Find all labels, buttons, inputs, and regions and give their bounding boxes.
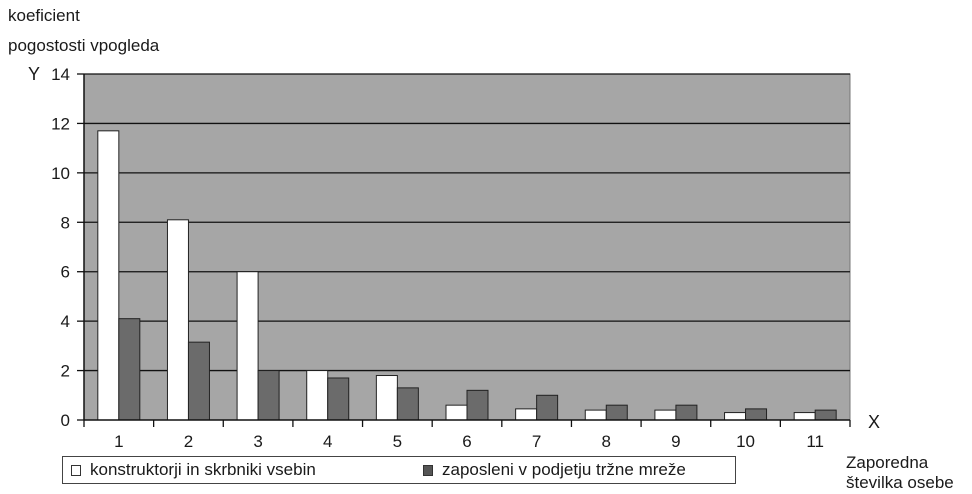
- bar-series-2: [396, 387, 419, 421]
- bar-series-2: [745, 408, 768, 421]
- y-axis-symbol: Y: [28, 64, 41, 84]
- bar-series-1: [793, 412, 816, 421]
- bar-series-1: [375, 375, 398, 421]
- bar-series-1: [654, 409, 677, 421]
- x-axis-title-line-1: Zaporedna: [846, 453, 929, 472]
- x-tick-label: 4: [323, 432, 332, 451]
- x-tick-label: 1: [114, 432, 123, 451]
- bar-series-1: [166, 219, 189, 421]
- y-tick-label: 14: [51, 65, 70, 84]
- y-tick-label: 2: [61, 362, 70, 381]
- y-axis-title-line-1: koeficient: [8, 6, 80, 25]
- y-tick-label: 0: [61, 411, 70, 430]
- bar-series-2: [118, 318, 141, 421]
- bar-series-2: [536, 394, 559, 421]
- x-axis-symbol: X: [868, 412, 881, 432]
- bar-series-1: [515, 408, 538, 421]
- y-tick-label: 6: [61, 263, 70, 282]
- legend-swatch-series-1: [71, 464, 81, 476]
- y-axis-title-line-2: pogostosti vpogleda: [8, 36, 160, 55]
- y-tick-label: 10: [51, 164, 70, 183]
- legend-label-series-2: zaposleni v podjetju tržne mreže: [442, 460, 686, 479]
- bar-series-1: [306, 370, 329, 421]
- x-tick-label: 6: [462, 432, 471, 451]
- y-tick-label: 4: [61, 312, 70, 331]
- legend-label-series-1: konstruktorji in skrbniki vsebin: [90, 460, 316, 479]
- y-tick-label: 12: [51, 114, 70, 133]
- x-tick-label: 7: [532, 432, 541, 451]
- bar-series-2: [187, 341, 210, 421]
- x-tick-label: 2: [184, 432, 193, 451]
- legend-item-series-2: zaposleni v podjetju tržne mreže: [423, 460, 686, 480]
- plot-area: [83, 73, 851, 421]
- legend-item-series-1: konstruktorji in skrbniki vsebin: [71, 460, 316, 480]
- bar-series-2: [605, 404, 628, 421]
- bar-series-2: [675, 404, 698, 421]
- x-tick-label: 5: [393, 432, 402, 451]
- y-tick-label: 8: [61, 213, 70, 232]
- bar-series-2: [257, 370, 280, 421]
- bar-series-1: [445, 404, 468, 421]
- x-tick-label: 10: [736, 432, 755, 451]
- x-tick-label: 9: [671, 432, 680, 451]
- chart-legend: konstruktorji in skrbniki vsebin zaposle…: [62, 456, 736, 484]
- x-tick-label: 11: [806, 432, 824, 451]
- bar-series-1: [236, 271, 259, 421]
- bar-series-1: [724, 412, 747, 421]
- bar-series-2: [466, 389, 489, 421]
- legend-swatch-series-2: [423, 464, 433, 476]
- bar-series-1: [97, 130, 120, 421]
- x-tick-label: 8: [602, 432, 611, 451]
- bar-series-2: [327, 377, 350, 421]
- bar-series-1: [584, 409, 607, 421]
- bar-series-2: [814, 409, 837, 421]
- x-axis-title-line-2: številka osebe: [846, 473, 954, 492]
- x-tick-label: 3: [253, 432, 262, 451]
